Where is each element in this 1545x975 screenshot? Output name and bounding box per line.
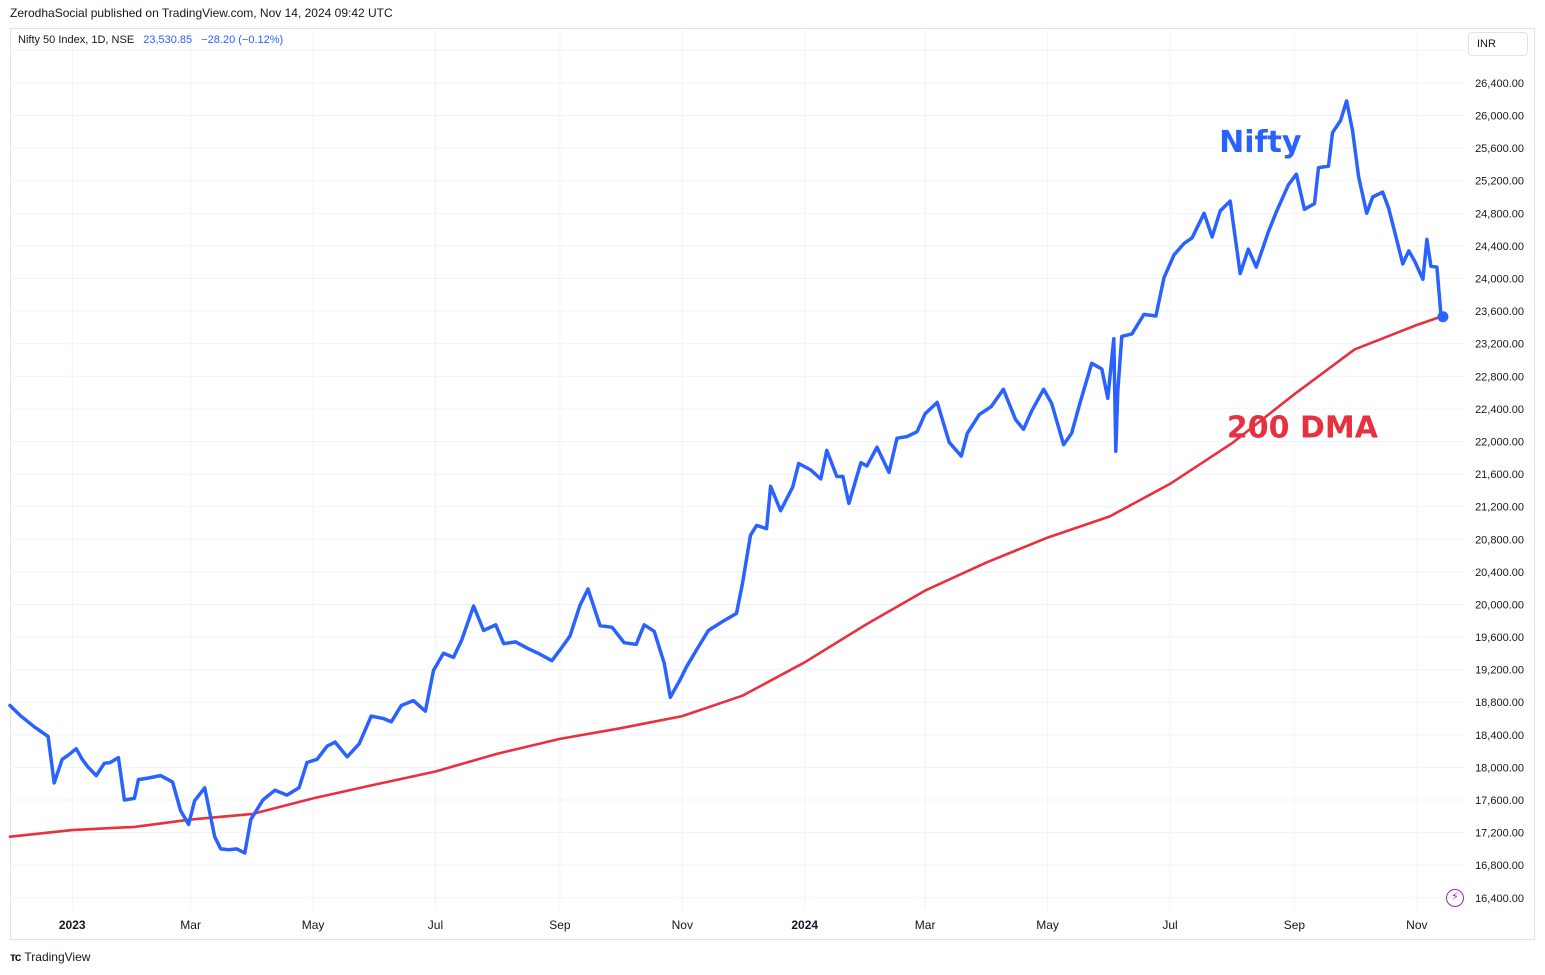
x-tick-label: 2024 [791, 918, 818, 932]
x-axis: 2023 Mar May Jul Sep Nov 2024 Mar May Jul Sep Nov [59, 918, 1428, 932]
y-tick-label: 19,600.00 [1475, 632, 1524, 644]
x-tick-label: Nov [1406, 918, 1427, 932]
annotation-label: 200 DMA [1227, 410, 1379, 445]
x-tick-label: Nov [672, 918, 693, 932]
publish-info: ZerodhaSocial published on TradingView.c… [10, 6, 393, 20]
x-tick-label: May [1036, 918, 1059, 932]
y-tick-label: 21,600.00 [1475, 469, 1524, 481]
x-tick-label: Sep [549, 918, 571, 932]
tradingview-brand[interactable]: тс TradingView [10, 950, 90, 964]
tradingview-logo-icon: тс [10, 950, 21, 964]
y-tick-label: 22,800.00 [1475, 371, 1524, 383]
x-tick-label: Mar [915, 918, 936, 932]
annotations: Nifty 200 DMA [1219, 125, 1379, 445]
x-tick-label: Jul [1162, 918, 1177, 932]
y-axis: 26,800.0026,400.0026,000.0025,600.0025,2… [1475, 45, 1524, 904]
y-tick-label: 17,600.00 [1475, 795, 1524, 807]
last-price-marker [1437, 311, 1449, 323]
x-tick-label: Jul [428, 918, 443, 932]
legend-change: −28.20 (−0.12%) [201, 34, 284, 46]
grid-lines [10, 30, 1465, 910]
y-tick-label: 22,000.00 [1475, 436, 1524, 448]
currency-selector[interactable]: INR [1468, 32, 1528, 56]
y-tick-label: 26,000.00 [1475, 111, 1524, 123]
y-tick-label: 16,400.00 [1475, 893, 1524, 905]
series-line-200-dma [8, 314, 1445, 838]
chart-frame [10, 28, 1535, 940]
y-tick-label: 17,200.00 [1475, 828, 1524, 840]
annotation-label: Nifty [1219, 125, 1302, 160]
x-tick-label: 2023 [59, 918, 86, 932]
y-tick-label: 20,400.00 [1475, 567, 1524, 579]
y-tick-label: 26,400.00 [1475, 78, 1524, 90]
y-tick-label: 22,400.00 [1475, 404, 1524, 416]
series-line-nifty [8, 99, 1445, 855]
y-tick-label: 24,000.00 [1475, 274, 1524, 286]
y-tick-label: 20,000.00 [1475, 599, 1524, 611]
y-tick-label: 19,200.00 [1475, 665, 1524, 677]
symbol-legend[interactable]: Nifty 50 Index, 1D, NSE 23,530.85 −28.20… [18, 34, 283, 46]
legend-symbol: Nifty 50 Index, 1D, NSE [18, 34, 135, 46]
y-tick-label: 16,800.00 [1475, 860, 1524, 872]
y-tick-label: 24,400.00 [1475, 241, 1524, 253]
x-tick-label: Sep [1284, 918, 1306, 932]
y-tick-label: 25,200.00 [1475, 176, 1524, 188]
x-tick-label: Mar [180, 918, 201, 932]
y-tick-label: 20,800.00 [1475, 534, 1524, 546]
y-tick-label: 18,400.00 [1475, 730, 1524, 742]
y-tick-label: 18,000.00 [1475, 762, 1524, 774]
lightning-icon[interactable]: ⚡ [1446, 889, 1464, 907]
y-tick-label: 21,200.00 [1475, 502, 1524, 514]
brand-label: TradingView [24, 950, 91, 964]
x-tick-label: May [302, 918, 325, 932]
y-tick-label: 23,200.00 [1475, 339, 1524, 351]
y-tick-label: 24,800.00 [1475, 208, 1524, 220]
y-tick-label: 18,800.00 [1475, 697, 1524, 709]
y-tick-label: 25,600.00 [1475, 143, 1524, 155]
series-layer [8, 99, 1449, 855]
y-tick-label: 23,600.00 [1475, 306, 1524, 318]
legend-price: 23,530.85 [143, 34, 193, 46]
